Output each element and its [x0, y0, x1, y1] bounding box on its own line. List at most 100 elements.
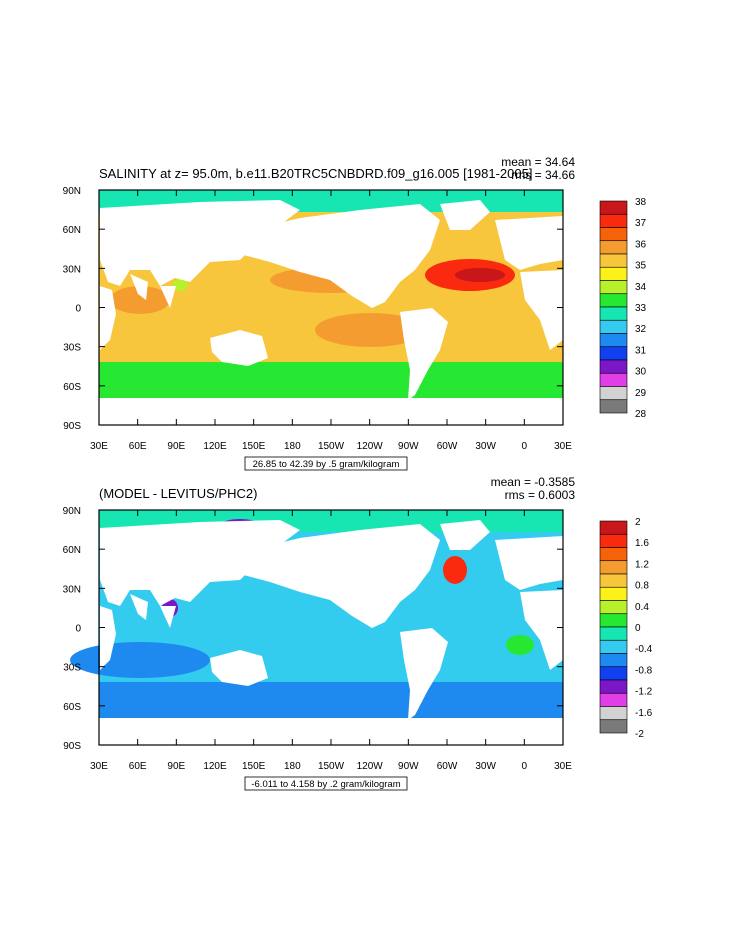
- lon-tick-label: 30E: [554, 441, 572, 452]
- lon-tick-label: 150W: [318, 441, 345, 452]
- land-mask: [232, 204, 440, 308]
- land-mask: [440, 200, 490, 230]
- lat-tick-label: 0: [75, 304, 81, 315]
- lon-tick-label: 0: [522, 761, 528, 772]
- land-mask: [440, 520, 490, 550]
- colorbar-swatch: [599, 706, 628, 721]
- contour-info: 26.85 to 42.39 by .5 gram/kilogram: [253, 459, 400, 470]
- contour-info-box: [244, 456, 408, 471]
- lon-tick-label: 60W: [437, 441, 458, 452]
- colorbar-swatch: [599, 240, 628, 255]
- colorbar-swatch: [599, 560, 628, 575]
- lat-tick-label: 90S: [63, 421, 81, 432]
- lon-tick-label: 150E: [242, 761, 266, 772]
- gulfstream-pos-blob: [443, 556, 467, 584]
- lat-tick-label: 90S: [63, 741, 81, 752]
- atlantic-max-blob: [455, 268, 505, 282]
- lon-tick-label: 180: [284, 761, 301, 772]
- colorbar-swatch: [599, 359, 628, 374]
- map-panel-2: (MODEL - LEVITUS/PHC2) mean = -0.3585rms …: [63, 475, 653, 791]
- land-mask: [400, 628, 448, 720]
- contour-info: -6.011 to 4.158 by .2 gram/kilogram: [251, 779, 400, 790]
- colorbar-label: 29: [635, 388, 647, 399]
- land-mask: [130, 594, 148, 620]
- colorbar-swatch: [599, 679, 628, 694]
- colorbar-label: 0.8: [635, 581, 649, 592]
- lon-tick-label: 90E: [167, 441, 185, 452]
- colorbar-swatch: [599, 573, 628, 588]
- colorbar-label: -2: [635, 729, 644, 740]
- colorbar-swatch: [599, 200, 628, 215]
- land-mask: [100, 286, 116, 350]
- land-mask: [160, 286, 176, 308]
- colorbar-swatch: [599, 306, 628, 321]
- colorbar-swatch: [599, 600, 628, 615]
- colorbar-swatch: [599, 213, 628, 228]
- lon-tick-label: 30W: [475, 441, 496, 452]
- lon-tick-label: 90W: [398, 441, 419, 452]
- colorbar-label: 2: [635, 517, 641, 528]
- land-mask: [400, 308, 448, 400]
- land-mask: [99, 718, 563, 745]
- colorbar-swatch: [599, 227, 628, 242]
- colorbar-label: 34: [635, 282, 647, 293]
- map-panel-1: SALINITY at z= 95.0m, b.e11.B20TRC5CNBDR…: [63, 155, 647, 471]
- colorbar-label: -0.4: [635, 644, 653, 655]
- colorbar-swatch: [599, 266, 628, 281]
- lat-tick-label: 30S: [63, 343, 81, 354]
- colorbar-label: -1.2: [635, 687, 653, 698]
- panel-title: SALINITY at z= 95.0m, b.e11.B20TRC5CNBDR…: [99, 166, 532, 181]
- colorbar-swatch: [599, 372, 628, 387]
- colorbar-swatch: [599, 520, 628, 535]
- colorbar-swatch: [599, 639, 628, 654]
- rms-stat: rms = 0.6003: [505, 488, 576, 502]
- lon-tick-label: 180: [284, 441, 301, 452]
- lon-tick-label: 90E: [167, 761, 185, 772]
- rms-stat: rms = 34.66: [511, 168, 575, 182]
- land-mask: [520, 590, 563, 670]
- colorbar-swatch: [599, 547, 628, 562]
- colorbar-label: 32: [635, 324, 647, 335]
- colorbar-swatch: [599, 399, 628, 414]
- lat-tick-label: 60S: [63, 382, 81, 393]
- colorbar-label: 28: [635, 409, 647, 420]
- colorbar-label: 31: [635, 345, 647, 356]
- lat-tick-label: 30N: [63, 264, 81, 275]
- lon-tick-label: 60E: [129, 761, 147, 772]
- colorbar-swatch: [599, 653, 628, 668]
- colorbar-label: 30: [635, 367, 647, 378]
- lon-tick-label: 120W: [357, 761, 384, 772]
- land-mask: [99, 398, 563, 425]
- colorbar-swatch: [599, 666, 628, 681]
- colorbar-swatch: [599, 626, 628, 641]
- land-mask: [100, 200, 300, 286]
- southern-ocean-field: [99, 362, 563, 398]
- colorbar-label: 0.4: [635, 602, 649, 613]
- lat-tick-label: 60N: [63, 225, 81, 236]
- land-mask: [495, 216, 563, 270]
- land-mask: [495, 536, 563, 590]
- lon-tick-label: 60E: [129, 441, 147, 452]
- lat-tick-label: 60N: [63, 545, 81, 556]
- lon-tick-label: 30E: [554, 761, 572, 772]
- mean-stat: mean = 34.64: [501, 155, 575, 169]
- lat-tick-label: 30N: [63, 584, 81, 595]
- colorbar-label: 1.6: [635, 538, 649, 549]
- land-mask: [210, 650, 268, 686]
- lon-tick-label: 120E: [203, 441, 227, 452]
- colorbar-label: -1.6: [635, 708, 653, 719]
- indian-blob: [110, 286, 170, 314]
- colorbar-swatch: [599, 692, 628, 707]
- lat-tick-label: 90N: [63, 186, 81, 197]
- colorbar-label: 35: [635, 261, 647, 272]
- panel-title: (MODEL - LEVITUS/PHC2): [99, 486, 257, 501]
- lon-tick-label: 60W: [437, 761, 458, 772]
- atlantic-south-blob: [506, 635, 534, 655]
- land-mask: [130, 274, 148, 300]
- colorbar-swatch: [599, 280, 628, 295]
- lon-tick-label: 30E: [90, 761, 108, 772]
- southern-ocean-field: [99, 682, 563, 718]
- colorbar-swatch: [599, 253, 628, 268]
- colorbar-swatch: [599, 293, 628, 308]
